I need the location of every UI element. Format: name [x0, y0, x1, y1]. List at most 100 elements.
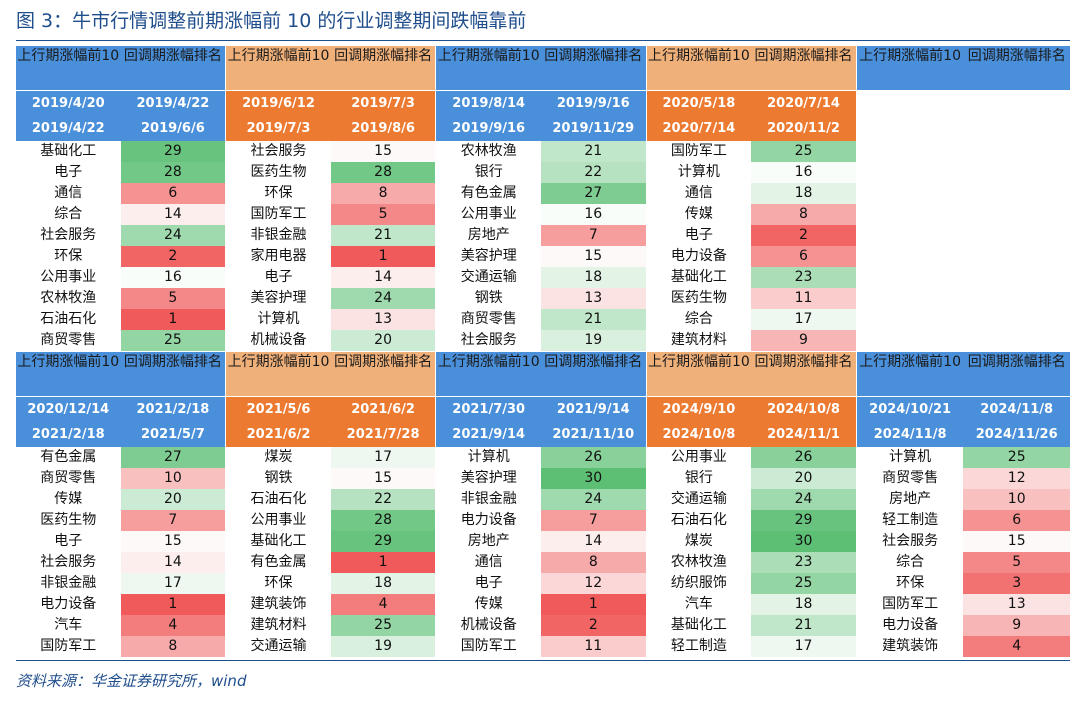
block-header: 上行期涨幅前10 回调期涨幅排名: [226, 46, 436, 91]
rank-cell: 8: [120, 636, 226, 657]
industry-name: 美容护理: [250, 290, 307, 306]
date-cell: 2019/4/22: [31, 121, 105, 136]
table-row: 电子 15: [16, 531, 226, 552]
rank-cell: 8: [541, 552, 646, 573]
table-row: 传媒 8: [647, 204, 856, 225]
rank-cell: 18: [751, 183, 856, 204]
header-col-rank: 回调期涨幅排名: [754, 354, 853, 370]
industry-name: 钢铁: [474, 290, 503, 306]
industry-name: 环保: [264, 575, 293, 591]
rank-cell: 13: [541, 288, 646, 309]
table-row: 环保 3: [857, 573, 1070, 594]
rank-cell: 25: [751, 573, 856, 594]
industry-name: 家用电器: [250, 248, 307, 264]
header-col-rank: 回调期涨幅排名: [123, 354, 222, 370]
table-row: 轻工制造 6: [857, 510, 1070, 531]
rank-cell: 13: [330, 309, 436, 330]
industry-name: 汽车: [684, 596, 713, 612]
table-row: 非银金融 21: [226, 225, 436, 246]
rank-cell: 28: [120, 162, 226, 183]
industry-name: 有色金属: [250, 554, 307, 570]
table-row: 家用电器 1: [226, 246, 436, 267]
table-row: 纺织服饰 25: [647, 573, 856, 594]
industry-name: 煤炭: [264, 449, 293, 465]
industry-name: 机械设备: [460, 617, 517, 633]
date-row: 2021/6/2 2021/7/28: [226, 422, 435, 447]
rank-cell: 7: [120, 510, 226, 531]
industry-name: 交通运输: [250, 638, 307, 654]
rank-cell: 13: [963, 594, 1070, 615]
table-row: 汽车 18: [647, 594, 856, 615]
rank-cell: 18: [541, 267, 646, 288]
rank-cell: 25: [751, 141, 856, 162]
industry-name: 医药生物: [250, 164, 307, 180]
rank-cell: 21: [541, 141, 646, 162]
industry-name: 基础化工: [250, 533, 307, 549]
table-row: 综合 14: [16, 204, 226, 225]
table-row: 美容护理 24: [226, 288, 436, 309]
table-row: 银行 22: [436, 162, 646, 183]
industry-name: 机械设备: [250, 332, 307, 348]
date-cell: 2024/11/8: [873, 427, 947, 442]
table-row: 石油石化 1: [16, 309, 226, 330]
date-row: 2019/4/22 2019/6/6: [16, 116, 225, 141]
table-row: 综合 5: [857, 552, 1070, 573]
period-block: 上行期涨幅前10 回调期涨幅排名 2024/10/21 2024/11/8 2024/1…: [856, 352, 1070, 658]
table-row: 电子 12: [436, 573, 646, 594]
date-cell: 2021/9/14: [556, 402, 630, 417]
rank-cell: 6: [120, 183, 226, 204]
rank-cell: 22: [330, 489, 436, 510]
date-cell: 2021/6/2: [246, 427, 311, 442]
table-row: 社会服务 14: [16, 552, 226, 573]
industry-rows: 煤炭 17 钢铁 15 石油石化 22 公用事业 28 基础化工 29 有色金属 1 环保 18 建筑装饰 4…: [226, 447, 436, 658]
block-header: 上行期涨幅前10 回调期涨幅排名: [226, 352, 436, 397]
industry-name: 非银金融: [250, 227, 307, 243]
table-row: 医药生物 28: [226, 162, 436, 183]
header-col-top10: 上行期涨幅前10: [859, 48, 962, 64]
date-cell: 2019/9/16: [452, 121, 526, 136]
table-row: 社会服务 15: [226, 141, 436, 162]
table-row: 传媒 1: [436, 594, 646, 615]
block-header: 上行期涨幅前10 回调期涨幅排名: [16, 46, 226, 91]
period-block: 上行期涨幅前10 回调期涨幅排名 2024/9/10 2024/10/8 2024/10…: [646, 352, 857, 658]
date-cell: 2021/2/18: [31, 427, 105, 442]
industry-name: 环保: [264, 185, 293, 201]
industry-name: 轻工制造: [882, 512, 939, 528]
date-cell: 2019/7/3: [351, 96, 415, 111]
header-col-top10: 上行期涨幅前10: [227, 354, 330, 370]
industry-name: 公用事业: [40, 269, 97, 285]
table-row: 轻工制造 17: [647, 636, 856, 657]
industry-name: 传媒: [474, 596, 503, 612]
date-row: 2019/7/3 2019/8/6: [226, 116, 435, 141]
rank-cell: 8: [330, 183, 436, 204]
rank-cell: 15: [120, 531, 226, 552]
block-header: 上行期涨幅前10 回调期涨幅排名: [646, 352, 856, 397]
date-row: 2021/2/18 2021/5/7: [16, 422, 225, 447]
industry-name: 社会服务: [882, 533, 939, 549]
rank-cell: 6: [963, 510, 1070, 531]
date-cell: 2021/5/7: [141, 427, 205, 442]
date-cell: 2019/9/16: [556, 96, 630, 111]
table-row: 建筑材料 9: [647, 330, 856, 351]
industry-name: 银行: [684, 470, 713, 486]
table-row: 电子 2: [647, 225, 856, 246]
industry-name: 建筑装饰: [250, 596, 307, 612]
rank-cell: 16: [541, 204, 646, 225]
table-row: 建筑装饰 4: [226, 594, 436, 615]
rank-cell: 12: [963, 468, 1070, 489]
period-block: 上行期涨幅前10 回调期涨幅排名 2020/12/14 2021/2/18 2021/2…: [16, 352, 227, 658]
industry-name: 煤炭: [684, 533, 713, 549]
rank-cell: 21: [751, 615, 856, 636]
industry-name: 电力设备: [670, 248, 727, 264]
date-cell: 2024/9/10: [662, 402, 736, 417]
date-cell: 2019/6/6: [141, 121, 205, 136]
table-row: 医药生物 11: [647, 288, 856, 309]
industry-name: 电子: [474, 575, 503, 591]
industry-name: 国防军工: [882, 596, 939, 612]
date-cell: 2020/7/14: [767, 96, 840, 111]
title-divider: [16, 40, 1070, 41]
table-row: 社会服务 19: [436, 330, 646, 351]
date-row: 2019/4/20 2019/4/22: [16, 91, 225, 116]
table-row: 银行 20: [647, 468, 856, 489]
period-block: 上行期涨幅前10 回调期涨幅排名 2020/5/18 2020/7/14 2020/7/…: [646, 46, 857, 352]
